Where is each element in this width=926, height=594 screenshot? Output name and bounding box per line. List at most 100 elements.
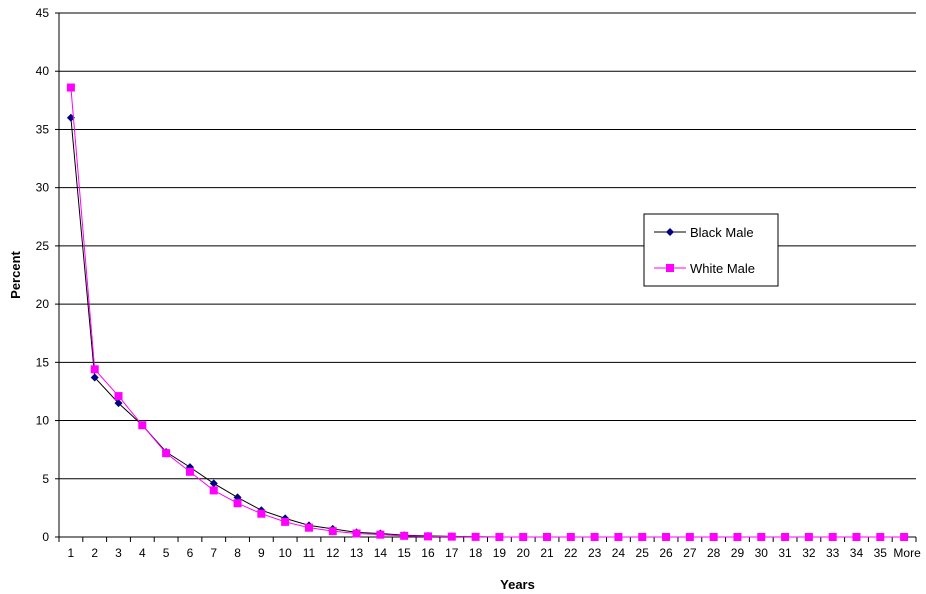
y-tick-label: 10 — [36, 414, 50, 428]
y-axis-ticks: 0 5 10 15 20 25 30 35 40 45 — [36, 6, 59, 544]
data-point-square — [90, 365, 99, 374]
data-point-diamond — [209, 479, 218, 488]
y-tick-label: 30 — [36, 181, 50, 195]
y-tick-label: 15 — [36, 355, 50, 369]
data-point-square — [757, 533, 766, 541]
axes — [58, 13, 916, 538]
x-tick-label: 11 — [303, 546, 316, 560]
x-tick-label: 22 — [564, 546, 578, 560]
data-point-square — [900, 533, 909, 541]
x-tick-label: 3 — [115, 546, 122, 560]
data-point-square — [352, 529, 361, 538]
data-point-square — [304, 523, 313, 532]
data-point-square — [828, 533, 837, 541]
data-point-square — [495, 533, 504, 541]
data-point-diamond — [114, 399, 123, 408]
data-point-square — [590, 533, 599, 541]
data-point-square — [876, 533, 885, 541]
data-point-square — [804, 533, 813, 541]
x-tick-label: 10 — [278, 546, 292, 560]
x-tick-label: 12 — [326, 546, 340, 560]
data-point-square — [685, 533, 694, 541]
data-point-square — [328, 527, 337, 536]
data-point-square — [709, 533, 718, 541]
legend-item-black-male: Black Male — [654, 225, 754, 240]
x-tick-label: 9 — [258, 546, 265, 560]
x-tick-label: 14 — [374, 546, 388, 560]
x-tick-label: 5 — [163, 546, 170, 560]
x-tick-label: 6 — [187, 546, 194, 560]
x-tick-label: 25 — [636, 546, 650, 560]
y-tick-label: 5 — [42, 472, 49, 486]
x-tick-label: 27 — [683, 546, 697, 560]
y-tick-label: 25 — [36, 239, 50, 253]
data-point-square — [852, 533, 861, 541]
x-tick-label: 17 — [445, 546, 459, 560]
data-point-square — [376, 530, 385, 539]
y-tick-label: 0 — [42, 530, 49, 544]
series-black-male — [66, 113, 909, 541]
y-tick-label: 45 — [36, 6, 50, 20]
x-axis-ticks: 1 2 3 4 5 6 7 8 9 10 11 12 13 14 15 16 17 18 19 20 21 22 23 24 2… — [58, 537, 921, 560]
x-tick-label: 4 — [139, 546, 146, 560]
data-point-square — [209, 486, 218, 495]
x-tick-label: 34 — [850, 546, 864, 560]
legend-label: Black Male — [690, 225, 754, 240]
data-point-square — [614, 533, 623, 541]
x-tick-label: 33 — [826, 546, 840, 560]
data-point-square — [257, 509, 266, 518]
data-point-square — [423, 532, 432, 541]
x-tick-label: 23 — [588, 546, 602, 560]
x-tick-label: 31 — [778, 546, 792, 560]
series-line — [70, 87, 905, 538]
x-tick-label: 7 — [210, 546, 217, 560]
x-tick-label: 32 — [802, 546, 816, 560]
x-tick-label: 13 — [350, 546, 364, 560]
y-tick-label: 40 — [36, 64, 50, 78]
data-point-square — [519, 533, 528, 541]
data-point-square — [471, 532, 480, 541]
legend-label: White Male — [690, 261, 755, 276]
y-axis-title: Percent — [8, 250, 23, 298]
data-point-square — [138, 421, 147, 430]
x-tick-label: 16 — [421, 546, 435, 560]
x-tick-label: 1 — [68, 546, 75, 560]
x-tick-label: 18 — [469, 546, 483, 560]
x-tick-label: 15 — [398, 546, 412, 560]
x-tick-label: 29 — [731, 546, 745, 560]
x-tick-label: 8 — [234, 546, 241, 560]
legend-box — [643, 213, 779, 287]
data-point-square — [662, 533, 671, 541]
data-point-square — [400, 531, 409, 540]
x-tick-label: 21 — [540, 546, 554, 560]
data-point-square — [233, 499, 242, 508]
data-point-square — [638, 533, 647, 541]
legend: Black Male White Male — [643, 213, 779, 287]
legend-marker-diamond — [666, 228, 674, 236]
x-tick-label: 19 — [493, 546, 507, 560]
legend-marker-square — [666, 264, 674, 272]
x-tick-label: 35 — [874, 546, 888, 560]
data-point-square — [733, 533, 742, 541]
data-point-square — [281, 517, 290, 526]
series-layer — [66, 83, 909, 541]
data-point-square — [114, 392, 123, 401]
data-point-square — [566, 533, 575, 541]
x-tick-label: 2 — [91, 546, 98, 560]
data-point-square — [162, 449, 171, 458]
x-tick-label: 30 — [755, 546, 769, 560]
x-axis-title: Years — [500, 577, 535, 592]
data-point-square — [447, 532, 456, 541]
x-tick-label: 28 — [707, 546, 721, 560]
y-tick-label: 20 — [36, 297, 50, 311]
legend-item-white-male: White Male — [654, 261, 755, 276]
series-line — [70, 117, 905, 538]
data-point-diamond — [90, 373, 99, 382]
gridlines — [59, 12, 916, 480]
x-tick-label: 24 — [612, 546, 626, 560]
data-point-square — [185, 467, 194, 476]
x-tick-label: More — [893, 546, 921, 560]
y-tick-label: 35 — [36, 122, 50, 136]
data-point-square — [66, 83, 75, 92]
